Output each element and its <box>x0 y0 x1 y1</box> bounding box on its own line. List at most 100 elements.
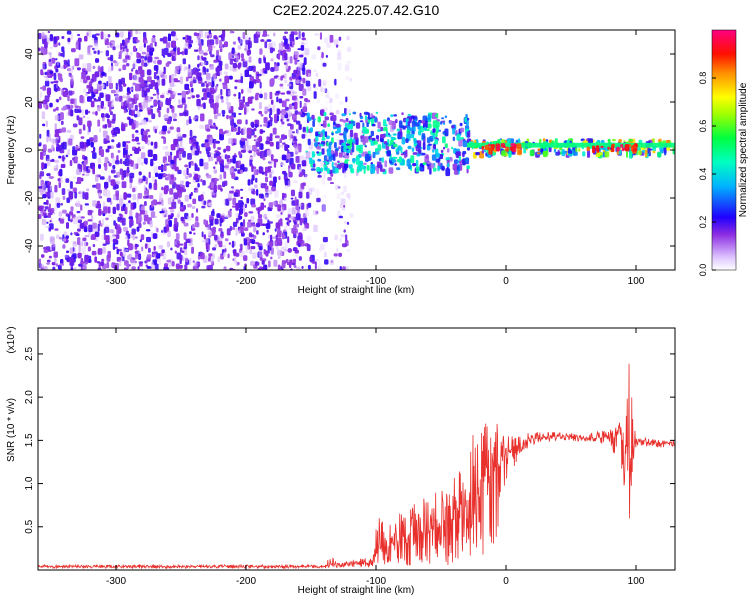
heatmap-cell <box>217 184 222 190</box>
heatmap-cell <box>39 233 44 241</box>
heatmap-cell <box>302 42 307 46</box>
heatmap-cell <box>352 161 356 164</box>
heatmap-cell <box>324 116 329 121</box>
heatmap-cell <box>188 39 194 44</box>
heatmap-cell <box>643 147 646 150</box>
heatmap-cell <box>146 52 149 57</box>
heatmap-cell <box>78 42 81 51</box>
heatmap-cell <box>273 259 278 267</box>
heatmap-cell <box>173 155 177 162</box>
heatmap-cell <box>267 167 271 173</box>
figure-title: C2E2.2024.225.07.42.G10 <box>273 2 440 18</box>
heatmap-cell <box>556 152 561 155</box>
heatmap-cell <box>278 52 280 60</box>
heatmap-cell <box>50 208 55 213</box>
heatmap-cell <box>114 184 119 189</box>
heatmap-cell <box>84 192 89 200</box>
heatmap-cell <box>59 169 63 177</box>
heatmap-cell <box>278 98 283 104</box>
heatmap-cell <box>132 82 137 86</box>
heatmap-cell <box>209 64 213 67</box>
heatmap-cell <box>298 191 303 199</box>
heatmap-cell <box>119 168 123 175</box>
heatmap-cell <box>263 213 267 219</box>
heatmap-cell <box>307 138 311 146</box>
heatmap-cell <box>88 110 91 114</box>
heatmap-cell <box>224 154 228 160</box>
snr-frame <box>37 327 676 571</box>
heatmap-cell <box>134 236 138 239</box>
heatmap-cell <box>323 155 328 162</box>
heatmap-cell <box>78 244 81 253</box>
heatmap-cell <box>179 148 184 153</box>
heatmap-cell <box>435 130 438 138</box>
heatmap-cell <box>245 245 249 254</box>
heatmap-cell <box>56 143 60 147</box>
heatmap-cell <box>297 31 301 39</box>
heatmap-cell <box>192 135 197 139</box>
heatmap-cell <box>391 158 396 163</box>
heatmap-cell <box>47 181 51 186</box>
heatmap-cell <box>421 133 426 140</box>
heatmap-cell <box>370 140 375 146</box>
heatmap-cell <box>121 206 124 212</box>
heatmap-cell <box>310 168 316 171</box>
heatmap-cell <box>214 244 218 248</box>
heatmap-cell <box>355 156 360 163</box>
heatmap-cell <box>39 91 43 99</box>
heatmap-cell <box>176 133 182 140</box>
heatmap-cell <box>276 96 279 103</box>
heatmap-cell <box>70 84 74 89</box>
heatmap-cell <box>183 222 189 227</box>
heatmap-cell <box>282 142 286 145</box>
heatmap-cell <box>131 123 136 130</box>
heatmap-cell <box>182 134 187 138</box>
heatmap-cell <box>216 49 219 57</box>
heatmap-cell <box>488 147 493 155</box>
heatmap-cell <box>256 73 262 77</box>
heatmap-cell <box>285 259 289 263</box>
heatmap-cell <box>128 32 131 40</box>
heatmap-cell <box>114 223 118 230</box>
heatmap-cell <box>151 37 156 43</box>
heatmap-cell <box>329 182 334 184</box>
heatmap-cell <box>390 136 396 141</box>
heatmap-cell <box>203 162 209 170</box>
heatmap-cell <box>269 141 274 147</box>
heatmap-cell <box>82 163 87 171</box>
heatmap-cell <box>71 75 74 81</box>
heatmap-cell <box>166 224 170 233</box>
heatmap-cell <box>168 89 171 94</box>
heatmap-cell <box>274 135 280 139</box>
heatmap-cell <box>429 135 434 142</box>
heatmap-cell <box>58 42 61 46</box>
heatmap-cell <box>296 213 301 221</box>
heatmap-cell <box>236 132 240 135</box>
heatmap-cell <box>329 112 334 116</box>
heatmap-cell <box>207 146 211 152</box>
heatmap-cell <box>297 48 302 51</box>
heatmap-cell <box>363 162 367 165</box>
heatmap-cell <box>122 95 127 99</box>
heatmap-cell <box>289 259 293 265</box>
heatmap-cell <box>145 229 151 232</box>
heatmap-cell <box>70 206 74 212</box>
heatmap-cell <box>307 116 312 121</box>
heatmap-cell <box>419 166 423 171</box>
heatmap-cell <box>124 158 130 167</box>
heatmap-cell <box>266 150 272 156</box>
heatmap-cell <box>270 234 273 242</box>
heatmap-cell <box>226 158 229 163</box>
heatmap-cell <box>42 85 46 91</box>
heatmap-cell <box>70 104 74 109</box>
heatmap-cell <box>383 119 387 127</box>
heatmap-cell <box>154 100 158 105</box>
heatmap-cell <box>76 115 80 121</box>
heatmap-cell <box>83 88 87 93</box>
heatmap-cell <box>267 160 273 164</box>
heatmap-cell <box>337 49 341 56</box>
heatmap-cell <box>621 147 625 152</box>
heatmap-cell <box>380 134 385 139</box>
heatmap-cell <box>334 167 339 174</box>
heatmap-cell <box>322 62 327 67</box>
